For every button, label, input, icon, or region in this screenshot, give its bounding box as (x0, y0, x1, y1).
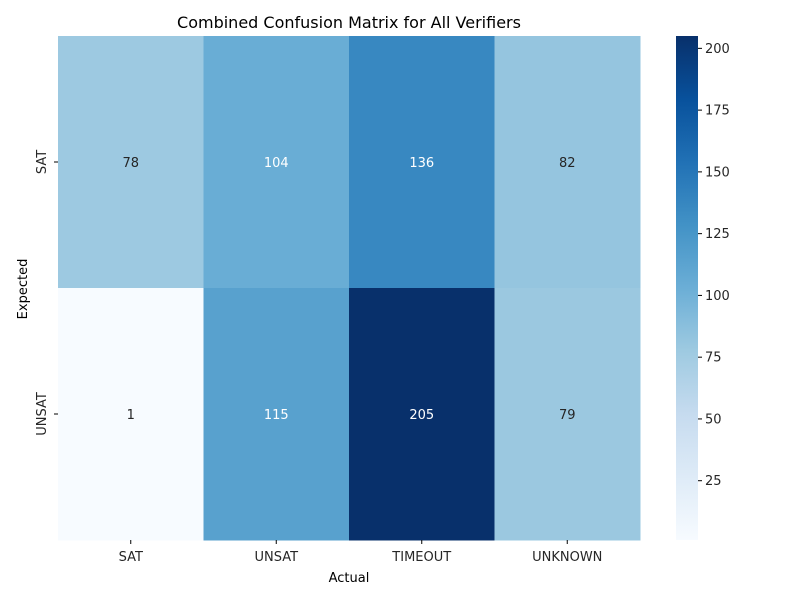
y-axis-label: Expected (16, 259, 31, 320)
y-tick-label: SAT (35, 150, 50, 174)
cell-value-label: 205 (409, 408, 434, 423)
cell-value-label: 79 (559, 408, 576, 423)
cell-value-label: 104 (264, 156, 289, 171)
colorbar-tick-label: 50 (705, 412, 722, 427)
x-tick-label: UNKNOWN (532, 550, 602, 565)
colorbar-tick-label: 175 (705, 104, 730, 119)
heatmap-cell-unsat-timeout (349, 288, 495, 541)
x-tick-label: SAT (119, 550, 143, 565)
colorbar-tick-label: 125 (705, 227, 730, 242)
colorbar-ticks: 25 50 75 100 125 150 175 200 (698, 42, 730, 489)
colorbar (676, 36, 698, 540)
heatmap-cell-unsat-unsat (203, 288, 350, 541)
heatmap-cell-labels: 78 104 136 82 1 115 205 79 (122, 156, 575, 423)
colorbar-tick-label: 200 (705, 42, 730, 57)
heatmap-cell-sat-unknown (494, 36, 641, 289)
chart-title: Combined Confusion Matrix for All Verifi… (177, 13, 521, 32)
heatmap-cell-unsat-sat (58, 288, 204, 541)
colorbar-tick-label: 75 (705, 351, 722, 366)
heatmap-cell-sat-sat (58, 36, 204, 289)
y-tick-label: UNSAT (35, 392, 50, 436)
x-tick-label: UNSAT (254, 550, 298, 565)
cell-value-label: 136 (409, 156, 434, 171)
x-tick-label: TIMEOUT (391, 550, 451, 565)
cell-value-label: 78 (122, 156, 139, 171)
x-axis-label: Actual (329, 571, 370, 586)
colorbar-tick-label: 100 (705, 289, 730, 304)
x-axis-ticks: SAT UNSAT TIMEOUT UNKNOWN (119, 540, 602, 565)
cell-value-label: 1 (127, 408, 135, 423)
cell-value-label: 115 (264, 408, 289, 423)
colorbar-tick-label: 25 (705, 474, 722, 489)
colorbar-tick-label: 150 (705, 165, 730, 180)
heatmap-cell-sat-unsat (203, 36, 350, 289)
heatmap-cell-sat-timeout (349, 36, 495, 289)
heatmap-cell-unsat-unknown (494, 288, 641, 541)
y-axis-ticks: SAT UNSAT (35, 150, 58, 436)
heatmap-cells (58, 36, 641, 541)
cell-value-label: 82 (559, 156, 576, 171)
